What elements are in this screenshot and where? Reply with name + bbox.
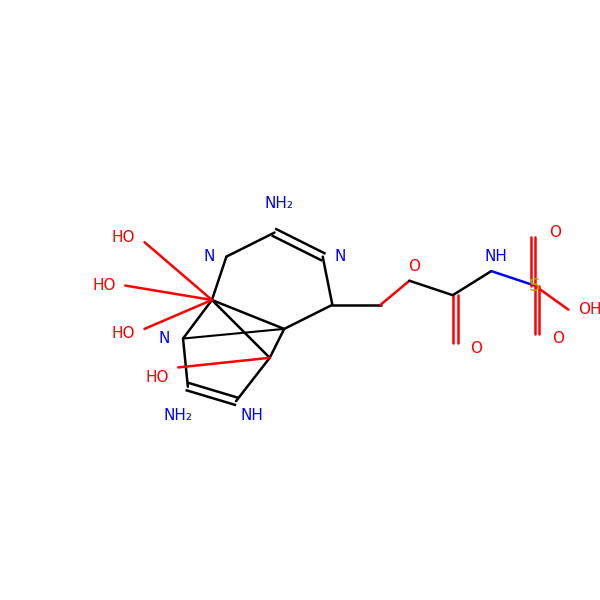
Text: O: O: [552, 331, 564, 346]
Text: NH₂: NH₂: [164, 408, 193, 423]
Text: O: O: [470, 341, 482, 356]
Text: NH: NH: [485, 249, 508, 264]
Text: HO: HO: [112, 326, 135, 341]
Text: N: N: [203, 249, 215, 264]
Text: HO: HO: [92, 278, 116, 293]
Text: NH₂: NH₂: [265, 196, 294, 211]
Text: NH: NH: [241, 408, 264, 423]
Text: HO: HO: [145, 370, 169, 385]
Text: OH: OH: [578, 302, 600, 317]
Text: N: N: [158, 331, 170, 346]
Text: S: S: [529, 277, 541, 295]
Text: HO: HO: [112, 230, 135, 245]
Text: O: O: [408, 259, 420, 274]
Text: N: N: [334, 249, 346, 264]
Text: O: O: [549, 225, 561, 240]
